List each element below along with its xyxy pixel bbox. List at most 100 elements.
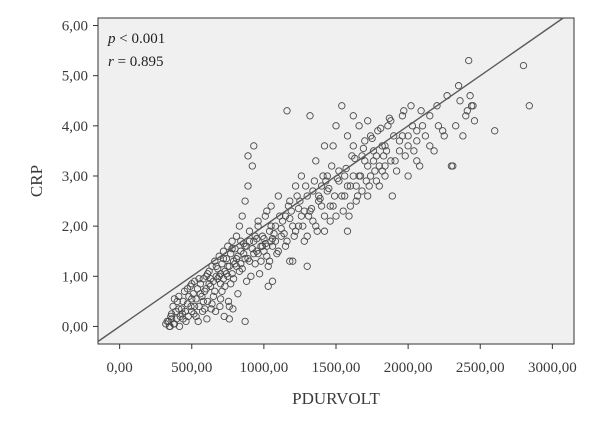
data-point — [211, 287, 219, 295]
data-points — [162, 56, 533, 331]
data-point — [232, 262, 241, 270]
data-point — [353, 192, 362, 200]
data-point — [462, 112, 470, 120]
data-point — [463, 107, 471, 115]
data-point — [413, 157, 421, 165]
data-point — [258, 242, 267, 250]
data-point — [525, 102, 533, 110]
data-point — [355, 122, 363, 130]
data-point — [315, 192, 323, 200]
data-point — [439, 127, 447, 135]
data-point — [188, 280, 196, 288]
y-tick-label: 6,00 — [62, 19, 88, 35]
data-point — [294, 204, 303, 213]
data-point — [352, 182, 360, 190]
r-value-annotation: r = 0.895 — [108, 54, 164, 70]
y-tick-label: 4,00 — [62, 119, 88, 135]
data-point — [242, 277, 251, 285]
data-point — [323, 172, 331, 180]
data-point — [232, 255, 241, 263]
data-point — [183, 300, 192, 308]
data-point — [351, 154, 359, 163]
x-tick-label: 0,00 — [107, 360, 133, 376]
data-point — [362, 177, 370, 185]
data-point — [346, 182, 355, 190]
data-point — [371, 167, 379, 175]
data-point — [421, 132, 430, 140]
data-point — [224, 297, 233, 306]
data-point — [224, 272, 232, 280]
x-tick-label: 2000,00 — [384, 360, 433, 376]
data-point — [306, 207, 314, 215]
data-point — [320, 142, 329, 150]
x-tick-label: 2500,00 — [456, 360, 505, 376]
data-point — [283, 237, 291, 245]
data-point — [375, 182, 383, 190]
data-point — [404, 132, 412, 140]
data-point — [390, 132, 398, 140]
data-point — [229, 305, 237, 313]
data-point — [241, 197, 249, 205]
x-axis: 0,00 500,00 1000,00 1500,00 2000,00 2500,00 30… — [107, 344, 577, 376]
data-point — [313, 227, 321, 235]
data-point — [452, 122, 460, 130]
data-point — [225, 302, 233, 311]
data-point — [312, 222, 320, 230]
data-point — [352, 197, 360, 205]
y-tick-label: 3,00 — [62, 169, 88, 185]
data-point — [264, 282, 272, 290]
data-point — [241, 242, 249, 250]
data-point — [359, 144, 368, 153]
regression-line — [97, 17, 564, 343]
data-point — [215, 272, 223, 280]
data-point — [349, 172, 357, 180]
data-point — [175, 305, 183, 313]
data-point — [430, 147, 438, 155]
data-point — [264, 262, 272, 270]
data-point — [339, 207, 347, 215]
data-point — [343, 227, 352, 235]
data-point — [165, 322, 174, 331]
data-point — [387, 157, 395, 165]
data-point — [456, 97, 464, 105]
data-point — [395, 147, 404, 155]
p-value-annotation: p < 0.001 — [107, 31, 165, 47]
data-point — [366, 132, 375, 140]
y-tick-label: 1,00 — [62, 269, 88, 285]
data-point — [413, 127, 421, 135]
x-tick-label: 3000,00 — [528, 360, 577, 376]
data-point — [199, 297, 207, 306]
data-point — [317, 202, 326, 210]
data-point — [261, 212, 269, 220]
data-point — [235, 222, 244, 230]
data-point — [225, 315, 233, 323]
data-point — [391, 157, 399, 165]
data-point — [355, 172, 363, 180]
data-point — [426, 112, 434, 120]
data-point — [470, 117, 479, 125]
data-point — [219, 255, 228, 263]
data-point — [175, 322, 184, 331]
data-point — [319, 172, 327, 180]
data-point — [404, 172, 412, 180]
data-point — [175, 292, 183, 301]
data-point — [338, 192, 346, 200]
data-point — [297, 212, 306, 220]
data-point — [222, 255, 231, 263]
data-point — [404, 142, 412, 150]
data-point — [245, 227, 254, 235]
data-point — [341, 192, 349, 200]
data-point — [274, 192, 282, 200]
data-point — [328, 162, 336, 170]
data-point — [454, 82, 463, 90]
data-point — [221, 282, 229, 290]
data-point — [190, 302, 199, 311]
data-point — [332, 122, 340, 130]
data-point — [434, 122, 443, 130]
data-point — [172, 315, 181, 323]
data-point — [343, 132, 352, 140]
data-point — [338, 102, 346, 110]
data-point — [258, 232, 267, 240]
data-point — [449, 162, 457, 170]
